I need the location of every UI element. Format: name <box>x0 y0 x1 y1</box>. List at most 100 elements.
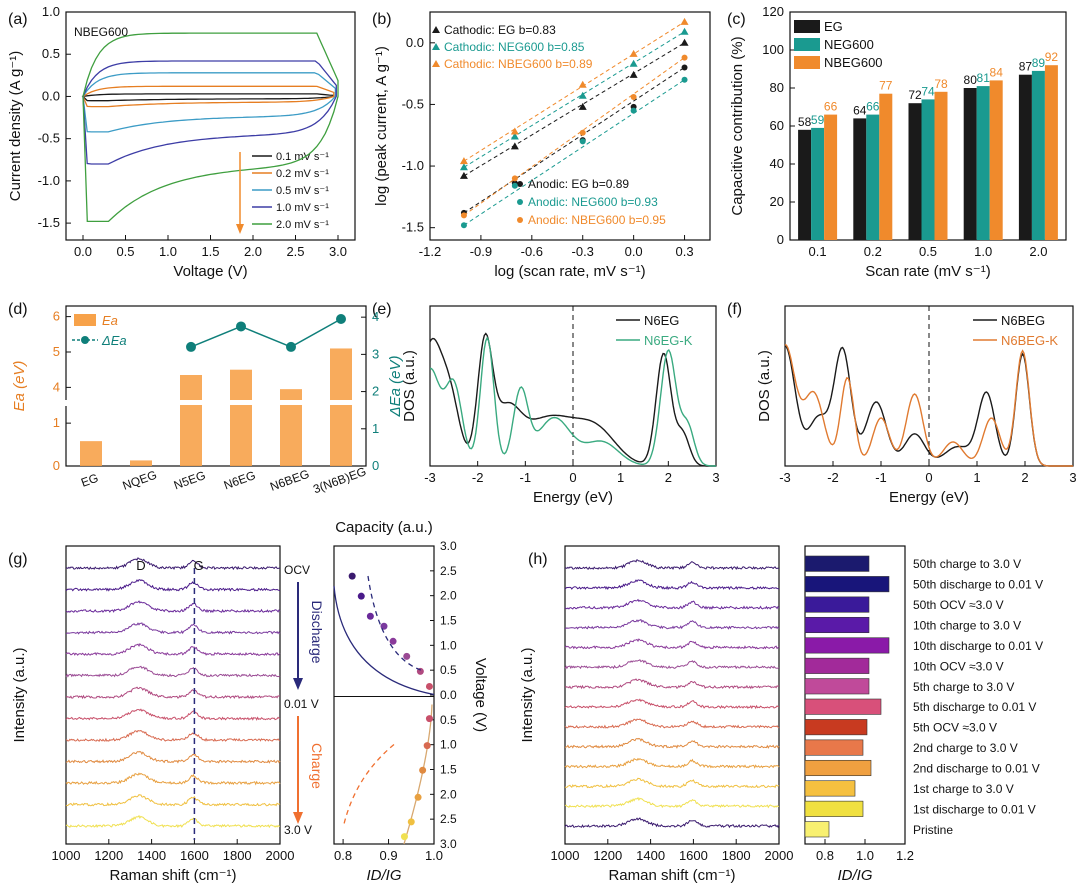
panel-label-c: (c) <box>727 11 746 28</box>
fit-line-b-4 <box>463 79 685 226</box>
inset-point-discharge <box>389 637 397 645</box>
point-b-1 <box>680 27 689 35</box>
axes-h-bar <box>804 545 906 845</box>
arrowhead-charge <box>293 812 303 824</box>
tick-label-a-x: 0.5 <box>116 244 134 259</box>
legend-a-3: 1.0 mV s⁻¹ <box>276 202 329 214</box>
xlabel-h-bar: ID/IG <box>837 867 872 884</box>
tick-label-g-inset-y: 2.0 <box>440 787 457 801</box>
xlabel-a: Voltage (V) <box>173 263 247 280</box>
tick-label-h-x: 1800 <box>722 848 751 863</box>
inset-discharge-curve <box>333 585 435 696</box>
tick-label-d-x: N6BEG <box>268 467 311 494</box>
bar-label-c: 84 <box>990 65 1004 79</box>
tick-label-c-y: 120 <box>762 4 784 19</box>
tick-label-h-x: 2000 <box>765 848 794 863</box>
bar-label-c: 66 <box>824 100 838 114</box>
point-b-4 <box>460 222 467 229</box>
tick-label-a-x: 2.5 <box>286 244 304 259</box>
bar-label-c: 59 <box>811 113 825 127</box>
tick-label-f-x: 1 <box>973 470 980 485</box>
bar-label-c: 81 <box>977 71 991 85</box>
tick-label-d-x: N5EG <box>172 468 208 492</box>
inset-point-discharge <box>425 682 433 690</box>
tick-label-g-x: 1200 <box>94 848 123 863</box>
fit-line-b-0 <box>463 42 685 177</box>
xlabel-f: Energy (eV) <box>889 489 969 506</box>
legend-a-4: 2.0 mV s⁻¹ <box>276 219 329 231</box>
spectrum-h <box>564 817 780 829</box>
bar-d <box>80 441 102 466</box>
tick-label-c-y: 0 <box>777 232 784 247</box>
tick-label-e-x: 1 <box>617 470 624 485</box>
tick-label-g-inset-y: 2.5 <box>440 564 457 578</box>
dea-line <box>190 318 342 348</box>
ylabel-d-right: ΔEa (eV) <box>387 356 404 418</box>
label-0-01v: 0.01 V <box>284 697 319 711</box>
panel-label-h: (h) <box>528 551 548 568</box>
point-b-5 <box>630 94 637 101</box>
axes-d <box>65 305 367 467</box>
legend-marker-d-1 <box>81 336 89 344</box>
tick-label-c-x: 0.1 <box>809 244 827 259</box>
tick-label-b-x: 0.3 <box>676 244 694 259</box>
tick-label-g-inset-y: 0.5 <box>440 713 457 727</box>
bar-c <box>934 91 948 240</box>
bar-d <box>130 460 152 466</box>
spectrum-g <box>65 750 281 764</box>
bar-c <box>921 99 935 241</box>
panel-label-g: (g) <box>8 551 28 568</box>
tick-label-e-x: 3 <box>712 470 719 485</box>
ylabel-h: Intensity (a.u.) <box>519 647 536 742</box>
legend-d-1: ΔEa <box>101 333 127 348</box>
point-b-0 <box>459 171 468 179</box>
tick-label-b-y: 0.0 <box>406 35 424 50</box>
inset-point-discharge <box>366 612 374 620</box>
point-b-2 <box>459 157 468 165</box>
spectrum-h <box>564 579 780 591</box>
bar-d <box>230 369 252 466</box>
tick-label-c-y: 100 <box>762 42 784 57</box>
point-b-0 <box>680 38 689 46</box>
tick-label-a-x: 0.0 <box>74 244 92 259</box>
xlabel-h: Raman shift (cm⁻¹) <box>608 867 735 884</box>
spectrum-g <box>65 622 281 635</box>
tick-label-g-inset-y: 2.5 <box>440 812 457 826</box>
panel-label-e: (e) <box>372 301 392 318</box>
bar-h <box>804 739 864 756</box>
spectrum-h <box>564 678 780 690</box>
tick-label-d-y: 0 <box>53 458 60 473</box>
bar-h <box>804 698 882 715</box>
bar-label-h: 1st charge to 3.0 V <box>913 782 1014 796</box>
tick-label-g-inset-y: 1.5 <box>440 614 457 628</box>
tick-label-c-y: 40 <box>770 156 784 171</box>
spectrum-h <box>564 618 780 630</box>
inset-arrow-charge <box>343 743 395 825</box>
cv-curve-0 <box>81 93 335 102</box>
fit-line-b-5 <box>463 57 685 216</box>
cv-curve-1 <box>82 85 335 108</box>
point-b-5 <box>460 212 467 219</box>
arrowhead-a <box>236 224 244 234</box>
legend-a-1: 0.2 mV s⁻¹ <box>276 168 329 180</box>
inset-xlabel: ID/IG <box>366 867 401 884</box>
tick-label-d-y: 5 <box>53 344 60 359</box>
inset-ylabel: Voltage (V) <box>472 658 489 732</box>
tick-label-d-x: N6EG <box>222 468 258 492</box>
peak-label-d: D <box>136 558 145 573</box>
tick-label-g-inset-y: 0.0 <box>440 688 457 702</box>
cv-curve-4 <box>82 32 339 223</box>
bar-h <box>804 780 856 797</box>
bar-label-c: 58 <box>798 115 812 129</box>
bar-break-d <box>279 400 303 405</box>
spectrum-h <box>564 638 780 650</box>
tick-label-d-x: 3(N6B)EG <box>311 464 368 496</box>
bar-h <box>804 616 870 634</box>
legend-a-2: 0.5 mV s⁻¹ <box>276 185 329 197</box>
axes-b <box>429 11 711 241</box>
arrowhead-discharge <box>293 678 303 690</box>
tick-label-g-x: 1000 <box>52 848 81 863</box>
tick-label-g-inset-y: 3.0 <box>440 539 457 553</box>
inset-point-discharge <box>403 652 411 660</box>
label-3-0v: 3.0 V <box>284 823 312 837</box>
